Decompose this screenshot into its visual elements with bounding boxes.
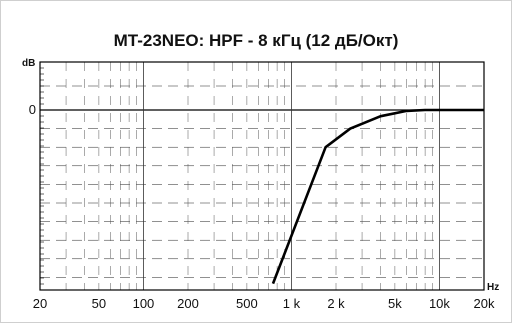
grid bbox=[40, 62, 484, 290]
x-tick-label: 1 k bbox=[283, 296, 301, 311]
x-tick-label: 200 bbox=[177, 296, 199, 311]
y-axis-label: dB bbox=[22, 58, 35, 69]
x-axis-label: Hz bbox=[487, 282, 499, 293]
chart-title: MT-23NEO: HPF - 8 кГц (12 дБ/Окт) bbox=[114, 31, 399, 50]
x-tick-label: 20 bbox=[33, 296, 47, 311]
x-tick-label: 10k bbox=[429, 296, 450, 311]
plot-area-border bbox=[39, 61, 485, 291]
x-tick-label: 5k bbox=[388, 296, 402, 311]
series-layer bbox=[271, 108, 484, 285]
x-tick-label: 50 bbox=[92, 296, 106, 311]
axis-ticks bbox=[40, 67, 44, 285]
x-tick-label: 500 bbox=[236, 296, 258, 311]
response-curve bbox=[271, 108, 484, 285]
x-tick-label: 2 k bbox=[327, 296, 345, 311]
tick-labels: 20 50 100 200 500 1 k 2 k 5k 10k 20k 0 bbox=[29, 102, 495, 311]
x-tick-label: 20k bbox=[474, 296, 495, 311]
y-tick-label: 0 bbox=[29, 102, 36, 117]
x-tick-label: 100 bbox=[133, 296, 155, 311]
